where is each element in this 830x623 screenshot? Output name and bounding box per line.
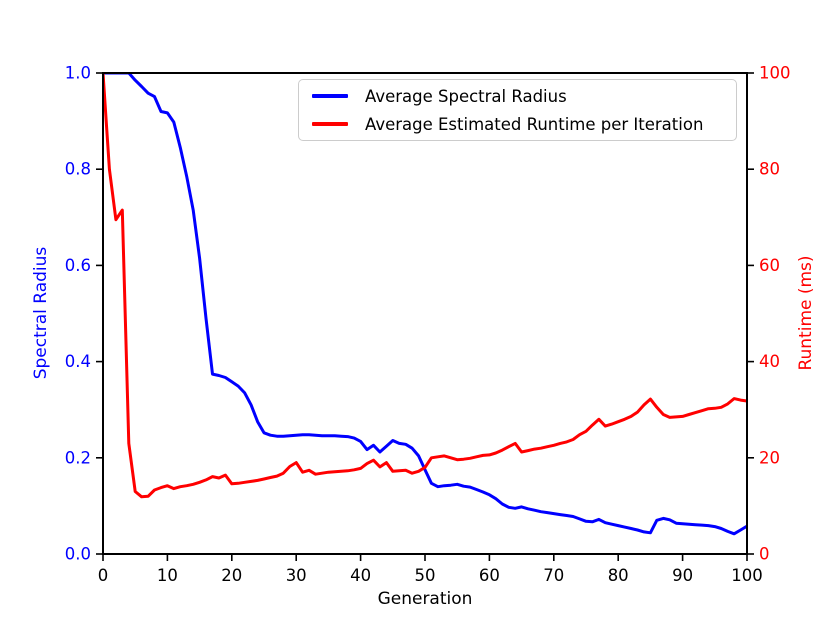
y-left-tick-label: 0.0 <box>65 545 91 564</box>
y-left-tick-label: 0.2 <box>65 448 91 467</box>
legend-label-runtime: Average Estimated Runtime per Iteration <box>365 114 704 134</box>
y-axis-label-right: Runtime (ms) <box>796 255 816 371</box>
series-line-average-estimated-runtime-per-iteration <box>103 73 747 499</box>
x-tick-label: 60 <box>479 566 500 585</box>
legend-item-runtime: Average Estimated Runtime per Iteration <box>312 112 736 137</box>
y-right-tick-label: 60 <box>759 256 780 275</box>
y-right-tick-label: 0 <box>759 545 770 564</box>
y-left-tick-label: 1.0 <box>65 64 91 83</box>
x-tick-label: 30 <box>286 566 307 585</box>
x-axis-label: Generation <box>377 589 473 609</box>
y-left-tick-label: 0.6 <box>65 256 91 275</box>
x-axis-ticks <box>102 554 748 561</box>
x-tick-label: 40 <box>350 566 371 585</box>
y-right-tick-label: 40 <box>759 352 780 371</box>
y-left-tick-label: 0.8 <box>65 160 91 179</box>
x-tick-label: 80 <box>608 566 629 585</box>
y-axis-label-left: Spectral Radius <box>31 246 51 380</box>
x-tick-label: 20 <box>221 566 242 585</box>
legend-swatch-runtime <box>312 122 348 126</box>
x-tick-label: 0 <box>98 566 109 585</box>
y-right-tick-label: 80 <box>759 160 780 179</box>
y-right-tick-label: 100 <box>759 64 791 83</box>
legend-swatch-spectral-radius <box>312 94 348 98</box>
legend-item-spectral-radius: Average Spectral Radius <box>312 84 736 109</box>
legend: Average Spectral Radius Average Estimate… <box>298 79 737 141</box>
y-right-tick-label: 20 <box>759 448 780 467</box>
y-left-tick-label: 0.4 <box>65 352 91 371</box>
x-tick-label: 100 <box>731 566 763 585</box>
x-tick-label: 50 <box>415 566 436 585</box>
series-group <box>103 73 747 536</box>
y-left-ticks <box>96 72 103 555</box>
x-tick-label: 90 <box>672 566 693 585</box>
y-right-ticks <box>747 72 754 555</box>
x-tick-label: 70 <box>543 566 564 585</box>
legend-label-spectral-radius: Average Spectral Radius <box>365 86 567 106</box>
series-line-average-spectral-radius <box>103 73 747 536</box>
x-tick-label: 10 <box>157 566 178 585</box>
